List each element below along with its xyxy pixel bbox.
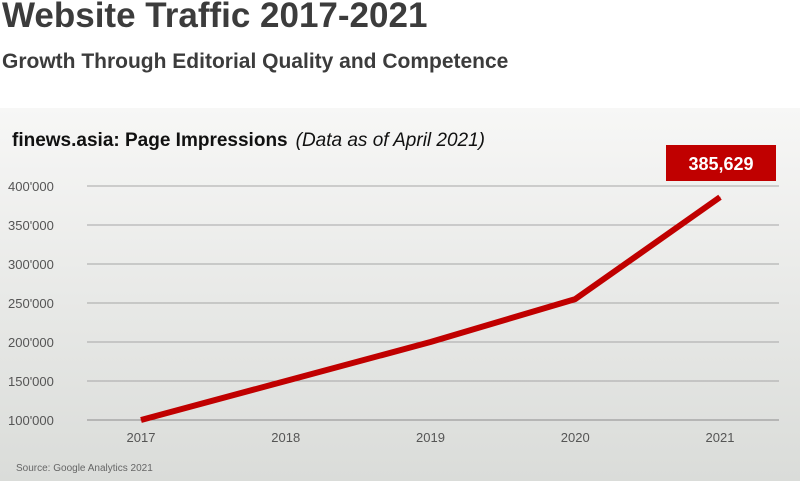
data-point (574, 298, 576, 300)
chart-heading: finews.asia: Page Impressions (Data as of… (12, 130, 485, 151)
x-tick-label: 2017 (127, 430, 156, 445)
data-point (719, 196, 721, 198)
x-tick-label: 2019 (416, 430, 445, 445)
page-subtitle: Growth Through Editorial Quality and Com… (2, 50, 509, 73)
y-tick-label: 150'000 (8, 374, 54, 389)
y-tick-label: 200'000 (8, 335, 54, 350)
y-tick-label: 250'000 (8, 296, 54, 311)
chart-heading-main: finews.asia: Page Impressions (12, 130, 288, 151)
data-point (285, 380, 287, 382)
value-callout-label: 385,629 (688, 154, 753, 174)
y-tick-label: 350'000 (8, 218, 54, 233)
x-tick-label: 2021 (706, 430, 735, 445)
x-tick-label: 2018 (271, 430, 300, 445)
value-callout-box (666, 145, 776, 181)
source-note: Source: Google Analytics 2021 (16, 463, 153, 474)
page-title: Website Traffic 2017-2021 (2, 0, 428, 35)
value-callout: 385,629 (666, 145, 776, 181)
series-line (140, 194, 722, 423)
y-tick-label: 400'000 (8, 179, 54, 194)
y-tick-label: 100'000 (8, 413, 54, 428)
y-tick-label: 300'000 (8, 257, 54, 272)
x-tick-label: 2020 (561, 430, 590, 445)
chart-heading-note: (Data as of April 2021) (296, 130, 485, 151)
data-point (140, 419, 142, 421)
data-point (430, 341, 431, 343)
